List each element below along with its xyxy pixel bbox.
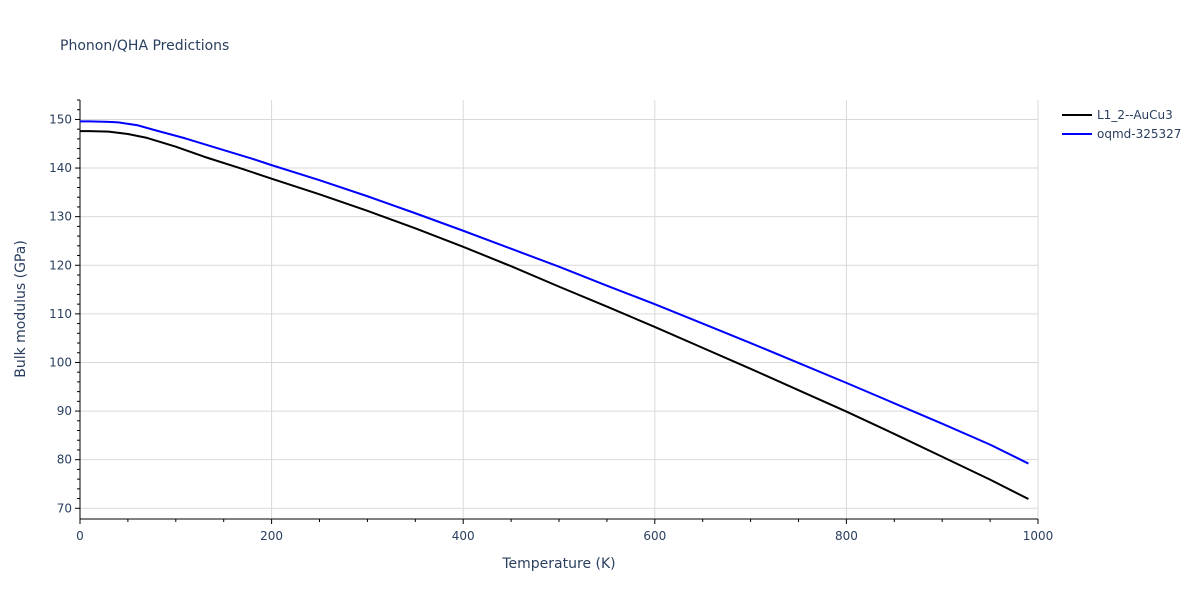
legend[interactable]: L1_2--AuCu3 oqmd-325327 xyxy=(1062,108,1181,141)
legend-item[interactable]: L1_2--AuCu3 xyxy=(1062,108,1173,122)
x-tick-label: 600 xyxy=(643,529,666,543)
legend-label: L1_2--AuCu3 xyxy=(1097,108,1173,122)
grid-layer xyxy=(80,100,1039,518)
x-axis-title: Temperature (K) xyxy=(501,556,615,572)
axes-layer: 0 200 400 600 800 1000 70 80 90 100 110 120 130 140 15… xyxy=(49,99,1054,543)
series-line-2 xyxy=(80,120,1029,465)
y-tick-label: 150 xyxy=(49,112,72,126)
y-tick-label: 80 xyxy=(57,453,72,467)
legend-label: oqmd-325327 xyxy=(1097,127,1181,141)
x-tick-label: 1000 xyxy=(1023,529,1054,543)
legend-item[interactable]: oqmd-325327 xyxy=(1062,127,1181,141)
y-axis-title: Bulk modulus (GPa) xyxy=(13,240,29,378)
y-tick-label: 120 xyxy=(49,258,72,272)
x-tick-label: 800 xyxy=(835,529,858,543)
x-tick-label: 200 xyxy=(260,529,283,543)
x-tick-label: 0 xyxy=(76,529,84,543)
series-layer xyxy=(80,120,1029,500)
series-line-1 xyxy=(80,130,1029,500)
y-tick-label: 130 xyxy=(49,210,72,224)
x-tick-label: 400 xyxy=(452,529,475,543)
chart-title: Phonon/QHA Predictions xyxy=(60,38,229,54)
y-tick-label: 110 xyxy=(49,307,72,321)
y-tick-label: 70 xyxy=(57,501,72,515)
y-tick-label: 140 xyxy=(49,161,72,175)
y-tick-label: 100 xyxy=(49,355,72,369)
y-tick-label: 90 xyxy=(57,404,72,418)
